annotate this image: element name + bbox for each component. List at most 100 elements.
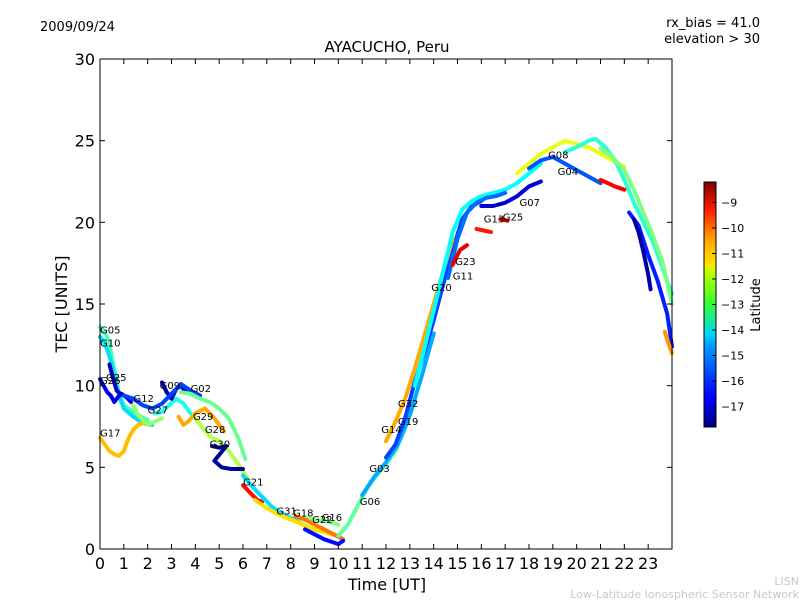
satellite-label: G18 bbox=[293, 508, 313, 519]
x-tick-label: 19 bbox=[543, 554, 563, 573]
series-g20 bbox=[412, 161, 543, 388]
x-tick-label: 15 bbox=[447, 554, 467, 573]
satellite-label: G11 bbox=[453, 272, 473, 283]
elevation-label: elevation > 30 bbox=[664, 32, 760, 47]
satellite-label: G09 bbox=[160, 381, 180, 392]
x-tick-label: 9 bbox=[309, 554, 319, 573]
series-g28b bbox=[631, 217, 653, 292]
satellite-label: G12 bbox=[133, 394, 153, 405]
chart-title: AYACUCHO, Peru bbox=[324, 38, 449, 56]
satellite-label: G07 bbox=[519, 198, 539, 209]
series-g28 bbox=[193, 416, 250, 481]
colorbar-tick-label: −11 bbox=[721, 247, 744, 260]
satellite-label: G02 bbox=[191, 384, 211, 395]
satellite-label: G03 bbox=[369, 464, 389, 475]
x-axis: 0 1 2 3 4 5 6 7 8 9 10 11 12 13 14 15 16 17 18 19 20 21 22 23 bbox=[95, 59, 658, 573]
x-tick-label: 0 bbox=[95, 554, 105, 573]
series-g23 bbox=[450, 243, 469, 267]
series-g30 bbox=[210, 444, 245, 471]
satellite-label: G05 bbox=[100, 325, 120, 336]
colorbar-tick-label: −9 bbox=[721, 196, 737, 209]
series-g04 bbox=[527, 155, 603, 186]
x-tick-label: 13 bbox=[400, 554, 420, 573]
series-g15 bbox=[121, 382, 203, 411]
x-tick-label: 12 bbox=[376, 554, 396, 573]
satellite-label: G32 bbox=[398, 399, 418, 410]
y-tick-label: 10 bbox=[75, 377, 95, 396]
satellite-label: G20 bbox=[431, 283, 451, 294]
footer-org-fullname: Low-Latitude Ionospheric Sensor Network bbox=[570, 588, 799, 600]
x-tick-label: 5 bbox=[214, 554, 224, 573]
series-g21b bbox=[598, 177, 627, 192]
x-axis-label: Time [UT] bbox=[347, 575, 426, 594]
x-tick-label: 23 bbox=[638, 554, 658, 573]
colorbar-tick-label: −14 bbox=[721, 324, 744, 337]
satellite-label: G21 bbox=[243, 477, 263, 488]
satellite-label: G13 bbox=[484, 214, 504, 225]
satellite-label: G31 bbox=[276, 507, 296, 518]
series-g12 bbox=[131, 403, 164, 427]
series-g25 bbox=[107, 362, 123, 396]
plot-frame bbox=[99, 58, 673, 550]
satellite-label: G14 bbox=[381, 425, 401, 436]
x-tick-label: 17 bbox=[495, 554, 515, 573]
series-g13 bbox=[474, 226, 493, 235]
colorbar-tick-label: −17 bbox=[721, 401, 744, 414]
series-g24 bbox=[562, 137, 674, 297]
y-tick-label: 30 bbox=[75, 50, 95, 69]
x-tick-label: 18 bbox=[519, 554, 539, 573]
satellite-label: G30 bbox=[210, 440, 230, 451]
y-tick-label: 25 bbox=[75, 132, 95, 151]
series-g29 bbox=[176, 406, 226, 434]
satellite-label: G26 bbox=[100, 376, 120, 387]
y-axis-label: TEC [UNITS] bbox=[52, 256, 71, 354]
colorbar-tick-label: −10 bbox=[721, 222, 744, 235]
satellite-label: G29 bbox=[193, 412, 213, 423]
y-tick-label: 5 bbox=[85, 458, 95, 477]
series-g27 bbox=[152, 396, 193, 416]
series-g22 bbox=[300, 516, 341, 527]
colorbar-label: Latitude bbox=[749, 278, 764, 332]
series-g11 bbox=[446, 190, 508, 280]
x-tick-label: 6 bbox=[238, 554, 248, 573]
satellite-label: G06 bbox=[360, 497, 380, 508]
satellite-label: G23 bbox=[455, 257, 475, 268]
satellite-label: G17 bbox=[100, 428, 120, 439]
y-axis: 0 5 10 15 20 25 30 bbox=[75, 50, 672, 559]
satellite-label: G25 bbox=[503, 213, 523, 224]
y-tick-label: 0 bbox=[85, 540, 95, 559]
x-tick-label: 22 bbox=[614, 554, 634, 573]
satellite-label: G10 bbox=[100, 338, 120, 349]
colorbar-tick-label: −16 bbox=[721, 375, 744, 388]
series-g16 bbox=[293, 514, 346, 542]
colorbar-tick-label: −13 bbox=[721, 299, 744, 312]
footer-org: LISN bbox=[774, 575, 799, 588]
x-tick-label: 21 bbox=[590, 554, 610, 573]
satellite-label: G25 bbox=[106, 373, 126, 384]
satellite-label: G27 bbox=[148, 405, 168, 416]
series-g03 bbox=[360, 331, 436, 498]
series-g14 bbox=[303, 527, 346, 547]
series-g08 bbox=[515, 138, 627, 176]
colorbar-tick-label: −12 bbox=[721, 273, 744, 286]
x-tick-label: 11 bbox=[352, 554, 372, 573]
series-g17 bbox=[98, 421, 145, 458]
rx-bias-label: rx_bias = 41.0 bbox=[666, 16, 760, 31]
colorbar-tick-label: −15 bbox=[721, 350, 744, 363]
colorbar-ticks: −9 −10 −11 −12 −13 −14 −15 −16 −17 bbox=[712, 196, 744, 414]
x-tick-label: 1 bbox=[119, 554, 129, 573]
x-tick-label: 16 bbox=[471, 554, 491, 573]
series-g02 bbox=[179, 390, 248, 462]
date-label: 2009/09/24 bbox=[40, 20, 115, 35]
satellite-label: G22 bbox=[312, 515, 332, 526]
satellite-label: G16 bbox=[322, 513, 342, 524]
x-tick-label: 10 bbox=[328, 554, 348, 573]
y-tick-label: 15 bbox=[75, 295, 95, 314]
satellite-label: G04 bbox=[558, 167, 578, 178]
x-tick-label: 20 bbox=[566, 554, 586, 573]
series-g18 bbox=[252, 498, 341, 538]
series-g10b bbox=[598, 146, 674, 306]
x-tick-label: 2 bbox=[143, 554, 153, 573]
